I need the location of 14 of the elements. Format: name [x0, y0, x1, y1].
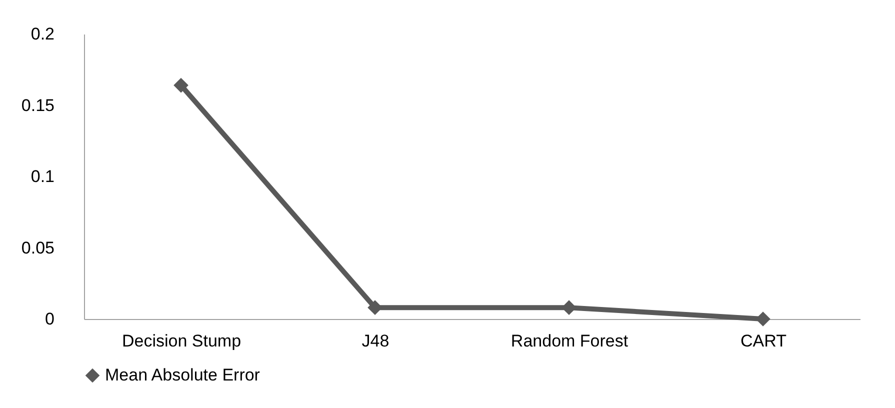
point	[756, 312, 770, 326]
y-tick-label: 0.1	[30, 167, 54, 186]
x-tick-label: Random Forest	[510, 332, 628, 350]
legend-label: Mean Absolute Error	[105, 366, 260, 384]
y-tick-label: 0.15	[21, 96, 54, 115]
point	[174, 78, 188, 93]
y-tick-label: 0.2	[30, 24, 54, 44]
y-tick-label: 0	[45, 310, 54, 328]
x-tick-label: Decision Stump	[122, 332, 242, 350]
point	[368, 300, 382, 316]
x-tick-label: CART	[740, 332, 786, 350]
x-tick-label: J48	[362, 332, 390, 350]
point	[562, 300, 576, 316]
y-tick-label: 0.05	[21, 238, 54, 258]
